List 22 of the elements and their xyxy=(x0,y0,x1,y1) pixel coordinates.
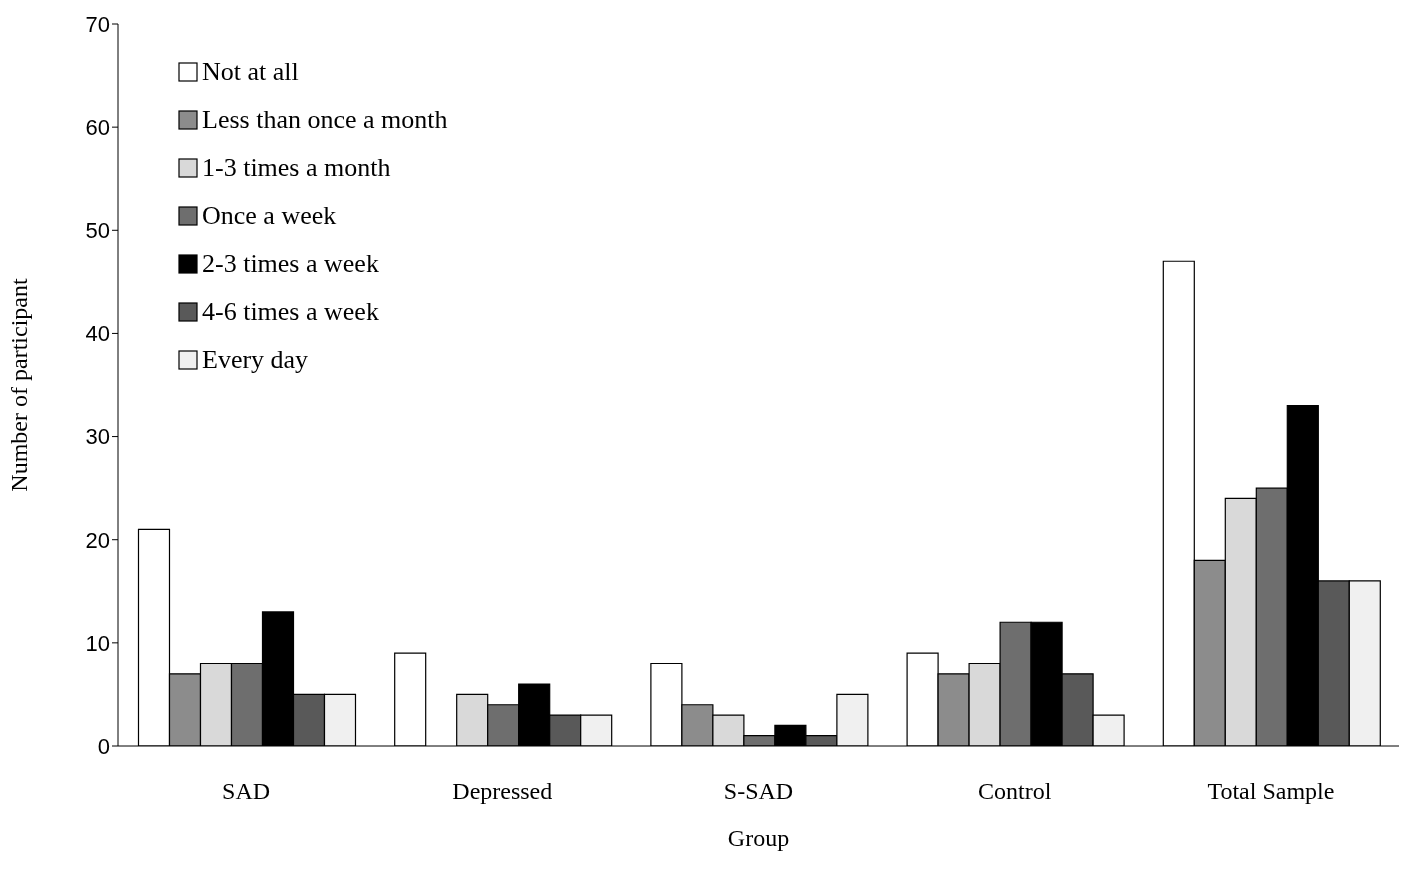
legend-label: Every day xyxy=(202,344,309,376)
x-tick-label: Control xyxy=(978,778,1052,805)
y-tick-label: 0 xyxy=(97,733,110,759)
y-tick-label: 50 xyxy=(85,218,110,244)
legend-label: Less than once a month xyxy=(202,104,448,136)
x-tick-label: Total Sample xyxy=(1207,778,1335,805)
legend-label: Once a week xyxy=(202,200,337,232)
x-axis-title: Group xyxy=(727,825,790,851)
legend-label: Not at all xyxy=(202,56,299,88)
legend-label: 4-6 times a week xyxy=(202,296,379,328)
y-tick-label: 20 xyxy=(85,527,110,553)
y-tick-label: 10 xyxy=(85,630,110,656)
y-tick-label: 60 xyxy=(85,114,110,140)
y-axis-title: Number of participant xyxy=(5,278,32,492)
x-tick-label: SAD xyxy=(222,778,271,805)
y-tick-label: 30 xyxy=(85,424,110,450)
x-tick-label: S-SAD xyxy=(723,778,794,805)
y-tick-label: 40 xyxy=(85,321,110,347)
legend-label: 2-3 times a week xyxy=(202,248,379,280)
y-tick-label: 70 xyxy=(85,11,110,37)
x-tick-label: Depressed xyxy=(452,778,553,805)
legend-label: 1-3 times a month xyxy=(202,152,391,184)
